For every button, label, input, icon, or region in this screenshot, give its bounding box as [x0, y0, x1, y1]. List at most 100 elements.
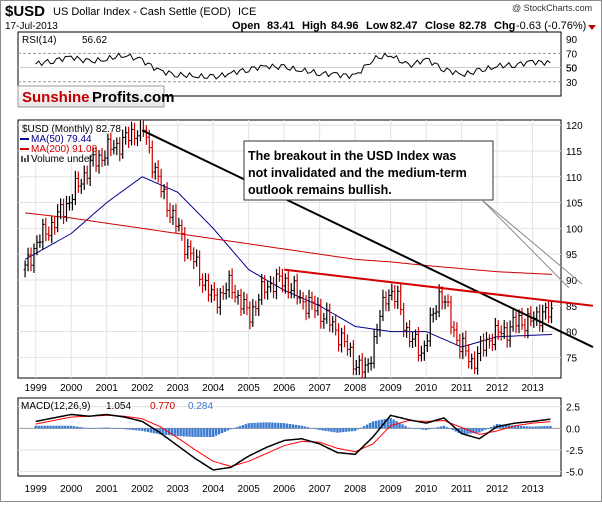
price-ticks: 75 80 85 90 95 100 105 110 115 120 — [566, 121, 583, 364]
rsi-tick-label: 30 — [566, 78, 578, 89]
watermark: @ StockCharts.com — [512, 3, 592, 13]
price-tick-label: 90 — [566, 276, 578, 287]
macd-hist-bar — [336, 428, 339, 433]
macd-hist-bar — [194, 428, 197, 437]
annotation-pointer-2 — [481, 199, 570, 289]
chg-label: Chg — [494, 20, 515, 32]
x-tick-label: 2007 — [309, 484, 332, 495]
open-label: Open — [232, 20, 260, 32]
price-tick-label: 120 — [566, 121, 583, 132]
macd-hist-bar — [58, 425, 61, 429]
macd-hist-bar — [108, 427, 111, 429]
macd-hist-bar — [34, 425, 37, 429]
annotation-line: outlook remains bullish. — [248, 183, 392, 197]
macd-hist-bar — [537, 426, 540, 429]
macd-hist-bar — [149, 428, 153, 433]
macd-hist-bar — [253, 422, 256, 429]
rsi-tick-label: 70 — [566, 49, 578, 60]
macd-hist-bar — [268, 422, 271, 429]
ma50-legend: MA(50) 79.44 — [31, 134, 92, 145]
macd-hist-bar — [519, 426, 522, 429]
macd-hist-bar — [392, 419, 395, 429]
macd-hist-bar — [138, 428, 141, 431]
volume-legend: Volume undef — [31, 154, 92, 165]
macd-hist-bar — [277, 422, 280, 429]
macd-hist-bar — [528, 426, 531, 429]
x-tick-label: 2002 — [131, 484, 154, 495]
price-tick-label: 105 — [566, 199, 583, 210]
macd-hist-bar — [244, 424, 247, 429]
x-tick-label: 2002 — [131, 383, 154, 394]
macd-hist-bar — [549, 425, 552, 429]
ohlc-bar: Open 83.41 High 84.96 Low 82.47 Close 82… — [232, 20, 596, 32]
macd-legend: MACD(12,26,9) 1.054 0.770 0.284 — [21, 401, 213, 412]
macd-hist-bar — [430, 428, 434, 429]
macd-hist-bar — [525, 426, 528, 429]
macd-hist-bar — [217, 428, 221, 435]
macd-hist-bar — [188, 428, 191, 437]
macd-hist-bar — [416, 428, 419, 429]
close-value: 82.78 — [459, 20, 487, 32]
macd-hist-bar — [492, 425, 496, 429]
macd-hist-bar — [250, 422, 253, 429]
ma200-legend: MA(200) 91.08 — [31, 144, 98, 155]
x-tick-label: 2006 — [273, 383, 296, 394]
macd-hist-bar — [342, 428, 345, 433]
x-tick-label: 2013 — [521, 484, 544, 495]
macd-hist-bar — [87, 428, 91, 429]
x-tick-label: 2007 — [309, 383, 332, 394]
macd-hist-bar — [170, 428, 173, 436]
macd-hist-bar — [377, 420, 381, 429]
macd-hist-bar — [324, 428, 327, 431]
macd-hist-bar — [546, 425, 549, 429]
macd-hist-bar — [374, 420, 378, 429]
macd-hist-bar — [333, 428, 336, 433]
macd-hist-bar — [90, 428, 94, 429]
macd-line — [35, 413, 551, 471]
high-label: High — [302, 20, 327, 32]
macd-hist-bar — [173, 428, 176, 436]
macd-hist-bar — [211, 428, 215, 437]
macd-hist-bar — [297, 425, 301, 429]
macd-hist-bar — [504, 424, 508, 429]
macd-hist-bar — [371, 421, 375, 429]
annotation-line: not invalidated and the medium-term — [248, 166, 467, 180]
macd-hist-bar — [478, 428, 481, 433]
price-tick-label: 95 — [566, 250, 578, 261]
macd-hist-bar — [424, 428, 428, 431]
x-tick-label: 2000 — [60, 383, 83, 394]
price-x-axis: 1999 2000 2001 2002 2003 2004 2005 2006 2007 2008… — [25, 383, 545, 394]
macd-hist-bar — [380, 419, 383, 429]
macd-hist-bar — [232, 428, 236, 429]
annotation-box — [243, 140, 494, 201]
macd-hist-bar — [436, 427, 440, 429]
macd-hist-bar — [158, 428, 162, 435]
macd-hist-bar — [404, 425, 407, 429]
x-tick-label: 2001 — [96, 484, 119, 495]
macd-hist-bar — [226, 428, 230, 431]
macd-hist-bar — [114, 428, 117, 429]
support-trendline — [141, 129, 594, 348]
trend-layer — [141, 129, 594, 348]
macd-hist-bar — [356, 428, 360, 430]
volume-swatch — [21, 156, 23, 162]
resistance-trendline — [284, 268, 594, 307]
open-value: 83.41 — [267, 20, 295, 32]
macd-hist-bar — [294, 424, 298, 429]
logo-box — [17, 85, 165, 108]
ma200-line — [25, 212, 553, 275]
macd-hist-bar — [259, 422, 262, 429]
x-tick-label: 2012 — [486, 383, 509, 394]
macd-tick-label: 0.0 — [566, 424, 580, 435]
price-tick-label: 110 — [566, 173, 582, 184]
macd-hist-bar — [543, 426, 546, 429]
exchange-label: ICE — [238, 6, 256, 18]
macd-hist-bar — [209, 428, 212, 437]
macd-hist-bar — [241, 425, 244, 429]
macd-hist-bar — [72, 426, 76, 429]
macd-hist-bar — [197, 428, 200, 437]
x-tick-label: 2012 — [486, 484, 509, 495]
price-tick-label: 115 — [566, 147, 582, 158]
macd-hist-bar — [135, 428, 138, 431]
